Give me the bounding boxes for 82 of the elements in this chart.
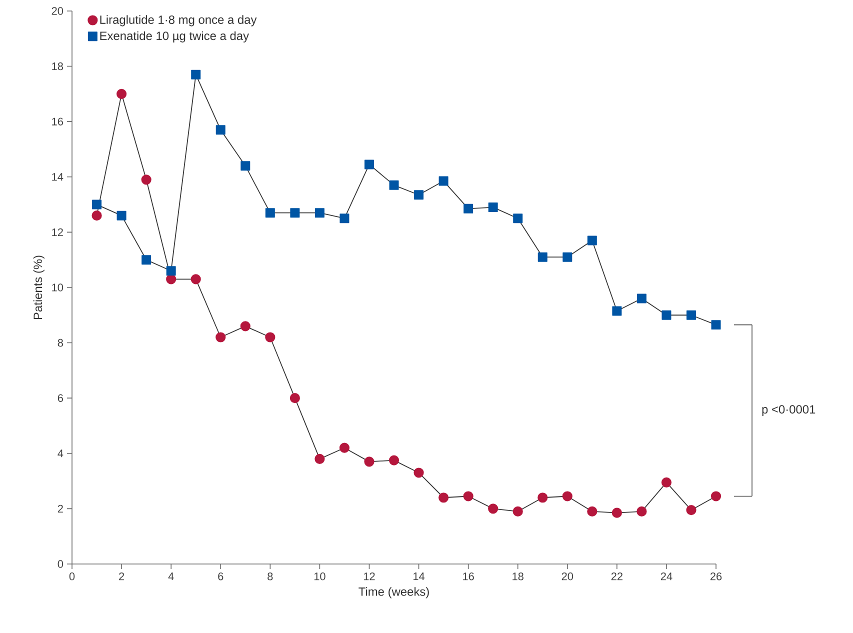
point xyxy=(587,506,598,516)
point xyxy=(538,252,548,262)
point xyxy=(216,125,226,135)
point xyxy=(92,210,102,221)
point xyxy=(538,492,548,503)
y-tick-label: 2 xyxy=(58,504,63,513)
point xyxy=(488,504,498,514)
x-tick-label: 14 xyxy=(414,572,425,580)
point xyxy=(612,306,622,316)
point xyxy=(190,274,201,284)
y-tick-label: 4 xyxy=(58,450,64,458)
point xyxy=(364,456,374,467)
point xyxy=(464,204,474,214)
point xyxy=(141,174,152,185)
point xyxy=(438,176,448,186)
y-tick-label: 16 xyxy=(52,118,63,126)
point xyxy=(265,208,275,218)
point xyxy=(240,321,250,332)
y-tick-label: 14 xyxy=(52,173,64,181)
point xyxy=(414,468,424,478)
point xyxy=(612,508,622,518)
point xyxy=(562,252,572,262)
point xyxy=(166,266,176,276)
point xyxy=(710,491,722,502)
point xyxy=(388,455,400,466)
y-tick-label: 0 xyxy=(58,560,64,568)
point xyxy=(265,332,276,342)
point xyxy=(314,454,325,464)
x-tick-label: 16 xyxy=(463,572,474,580)
y-tick-label: 8 xyxy=(58,338,63,347)
y-axis-title: Patients (%) xyxy=(33,256,44,320)
x-tick-label: 20 xyxy=(562,572,574,580)
x-tick-label: 4 xyxy=(168,572,174,580)
point xyxy=(216,332,226,342)
x-tick-label: 24 xyxy=(660,572,672,580)
point xyxy=(340,214,350,224)
point xyxy=(488,202,498,212)
y-tick-label: 6 xyxy=(58,394,63,402)
point xyxy=(711,320,721,330)
point xyxy=(686,505,696,516)
point xyxy=(116,88,127,99)
point xyxy=(191,70,201,80)
point xyxy=(92,200,102,210)
point xyxy=(364,160,374,170)
x-axis-title: Time (weeks) xyxy=(358,587,429,598)
point xyxy=(142,255,152,265)
x-tick-label: 8 xyxy=(268,572,273,580)
y-tick-label: 10 xyxy=(52,284,64,292)
point xyxy=(661,477,672,488)
x-tick-label: 18 xyxy=(512,572,524,580)
point xyxy=(463,491,474,502)
x-tick-label: 10 xyxy=(314,572,326,580)
x-tick-label: 2 xyxy=(119,572,124,580)
x-tick-label: 26 xyxy=(710,572,722,580)
point xyxy=(686,310,696,320)
point xyxy=(389,180,399,190)
point xyxy=(414,190,424,200)
y-tick-label: 20 xyxy=(52,7,64,15)
point xyxy=(116,210,126,220)
point xyxy=(314,208,324,218)
y-tick-label: 18 xyxy=(52,62,63,70)
x-tick-label: 0 xyxy=(69,572,75,580)
point xyxy=(290,393,300,404)
point xyxy=(636,294,646,304)
text: p <0·0001 xyxy=(762,405,816,416)
point xyxy=(290,208,300,218)
x-tick-label: 22 xyxy=(611,572,622,580)
point xyxy=(662,310,672,320)
point xyxy=(587,236,597,246)
legend-label: Exenatide 10 µg twice a day xyxy=(100,31,249,42)
point xyxy=(240,161,250,171)
y-tick-label: 12 xyxy=(52,228,63,236)
point xyxy=(562,491,572,502)
point xyxy=(636,506,647,516)
point xyxy=(339,442,350,453)
point xyxy=(513,214,523,224)
legend-label: Liraglutide 1·8 mg once a day xyxy=(100,15,257,26)
point xyxy=(512,506,523,516)
x-tick-label: 12 xyxy=(364,572,375,580)
x-tick-label: 6 xyxy=(218,572,224,580)
point xyxy=(166,274,176,284)
point xyxy=(438,492,449,503)
